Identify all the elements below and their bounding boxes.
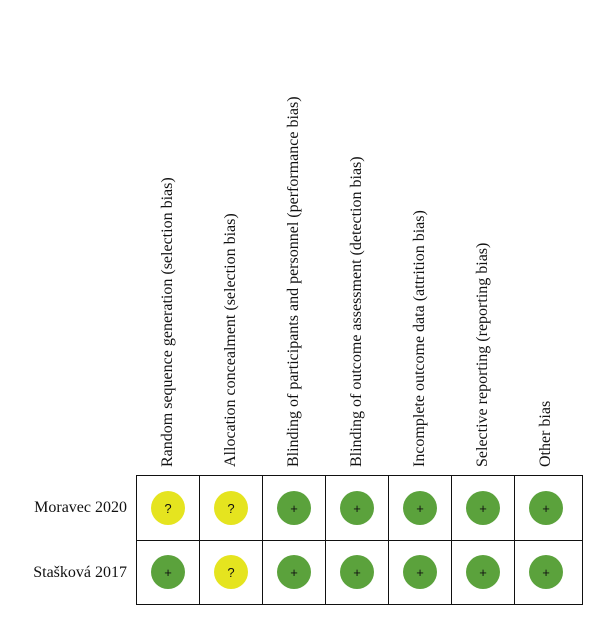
domain-header-blinding-participants: Blinding of participants and personnel (…: [285, 96, 302, 467]
risk-of-bias-grid: ?? + + + + + +? + + + + +: [136, 475, 583, 605]
unclear-risk-marker: ?: [151, 491, 185, 525]
low-risk-marker: +: [529, 491, 563, 525]
grid-row-divider: [137, 540, 582, 541]
unclear-risk-marker: ?: [214, 555, 248, 589]
low-risk-marker: +: [151, 555, 185, 589]
domain-header-blinding-outcome: Blinding of outcome assessment (detectio…: [348, 156, 365, 467]
low-risk-marker: +: [340, 491, 374, 525]
domain-header-incomplete-outcome: Incomplete outcome data (attrition bias): [411, 210, 428, 467]
domain-header-selective-reporting: Selective reporting (reporting bias): [474, 242, 491, 467]
low-risk-marker: +: [403, 555, 437, 589]
low-risk-marker: +: [466, 555, 500, 589]
domain-header-allocation-concealment: Allocation concealment (selection bias): [222, 213, 239, 467]
low-risk-marker: +: [466, 491, 500, 525]
domain-header-random-sequence: Random sequence generation (selection bi…: [159, 177, 176, 467]
low-risk-marker: +: [403, 491, 437, 525]
domain-header-other-bias: Other bias: [537, 400, 554, 467]
study-label-moravec: Moravec 2020: [34, 499, 127, 516]
low-risk-marker: +: [277, 491, 311, 525]
low-risk-marker: +: [340, 555, 374, 589]
low-risk-marker: +: [277, 555, 311, 589]
low-risk-marker: +: [529, 555, 563, 589]
unclear-risk-marker: ?: [214, 491, 248, 525]
study-label-staskova: Stašková 2017: [33, 564, 127, 581]
